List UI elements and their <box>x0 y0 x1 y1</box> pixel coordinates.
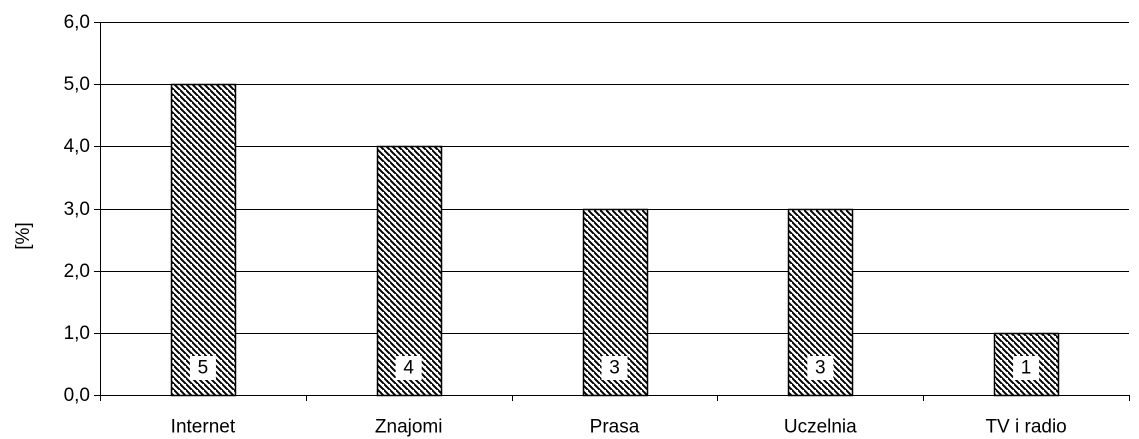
data-label: 3 <box>609 358 620 379</box>
y-tick-label: 4,0 <box>64 136 90 157</box>
y-tick-label: 6,0 <box>64 12 90 33</box>
y-tick-labels: 0,0 1,0 2,0 3,0 4,0 5,0 6,0 <box>64 12 90 406</box>
x-tick-label: Znajomi <box>375 417 443 438</box>
y-tick-label: 0,0 <box>64 385 90 406</box>
data-label-box <box>395 356 422 380</box>
x-tick-label: TV i radio <box>985 417 1066 438</box>
x-tick-label: Prasa <box>590 417 640 438</box>
data-label: 5 <box>198 358 209 379</box>
data-label-box <box>1013 356 1040 380</box>
x-tick-labels: Internet Znajomi Prasa Uczelnia TV i radio <box>171 417 1067 438</box>
data-label-box <box>807 356 834 380</box>
y-tick-label: 2,0 <box>64 261 90 282</box>
data-label-box <box>189 356 216 380</box>
data-labels: 5 4 3 3 1 <box>189 356 1040 380</box>
data-label: 1 <box>1021 358 1032 379</box>
bars <box>170 83 1060 397</box>
x-tick-label: Uczelnia <box>784 417 857 438</box>
y-axis-title: [%] <box>13 222 34 249</box>
y-tick-label: 1,0 <box>64 323 90 344</box>
data-label: 3 <box>815 358 826 379</box>
x-tick-label: Internet <box>171 417 236 438</box>
axes <box>94 22 1130 401</box>
bar-internet <box>170 83 237 397</box>
y-tick-label: 3,0 <box>64 199 90 220</box>
data-label-box <box>601 356 628 380</box>
data-label: 4 <box>403 358 414 379</box>
y-tick-label: 5,0 <box>64 74 90 95</box>
